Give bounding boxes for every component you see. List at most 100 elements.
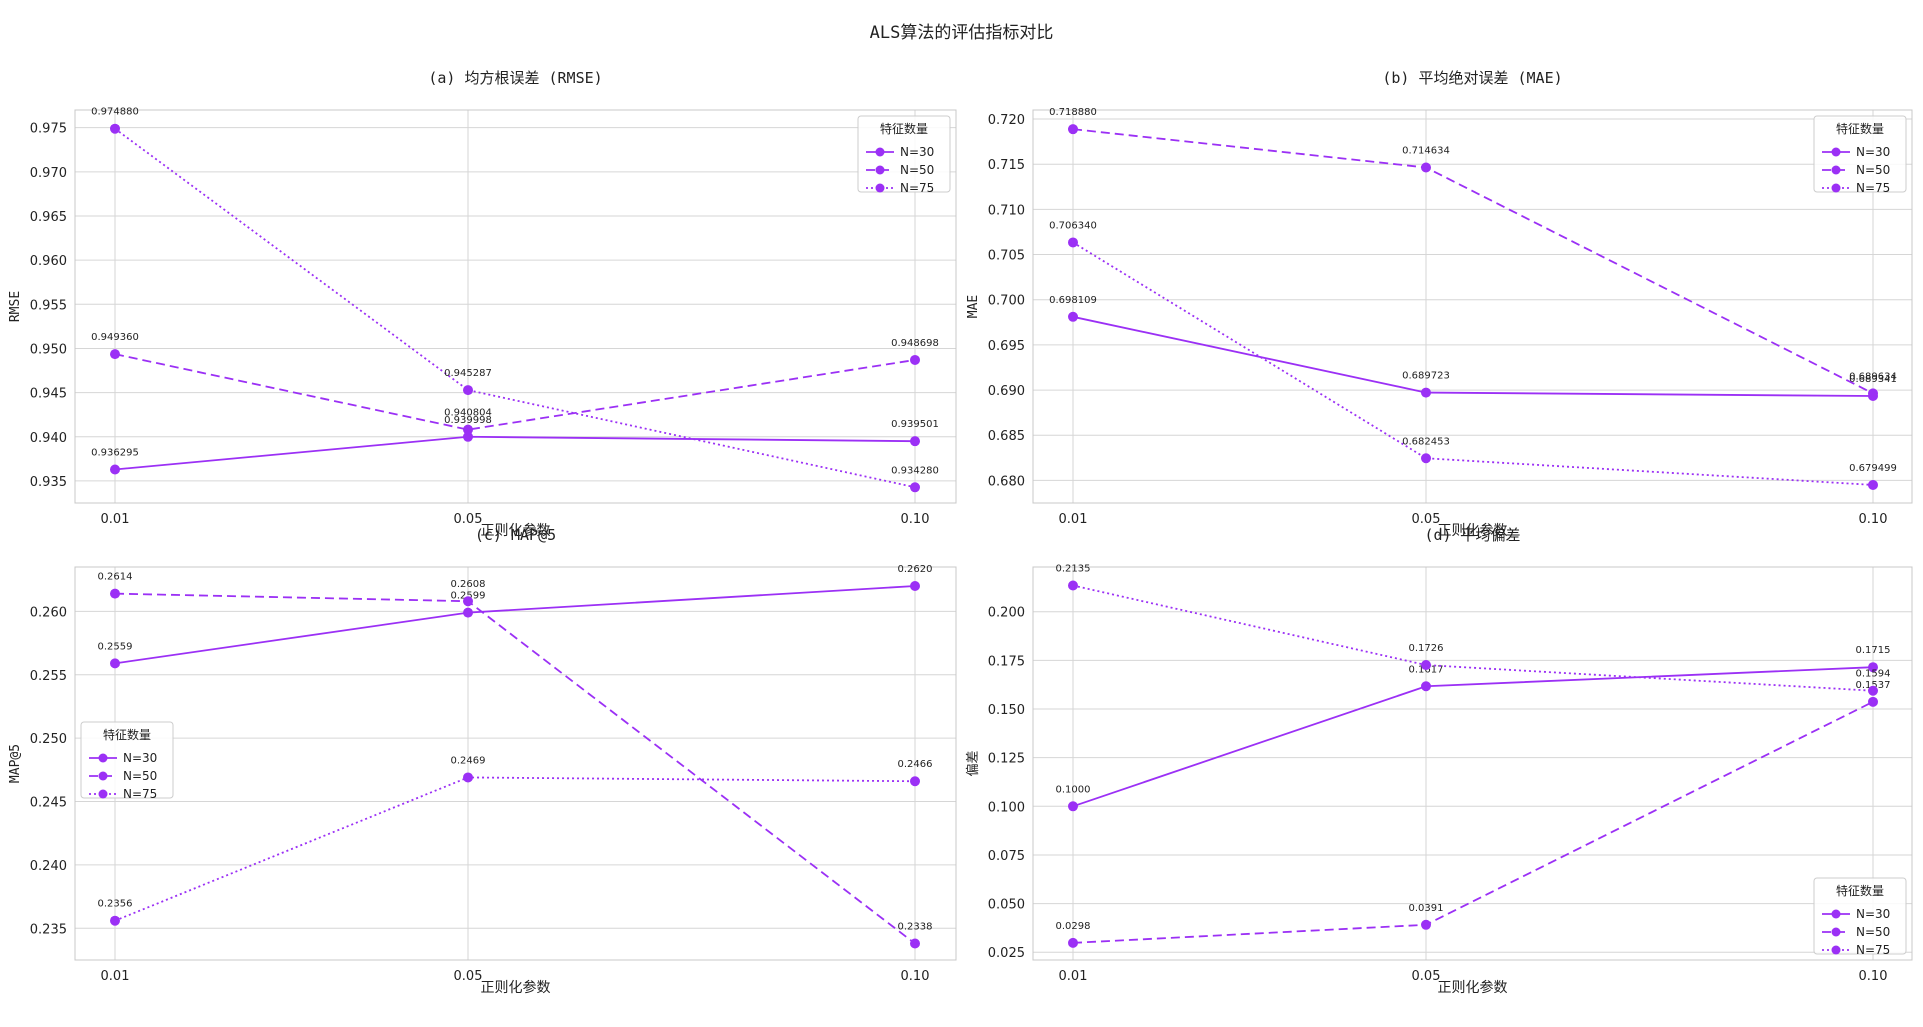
y-tick-label: 0.260: [30, 605, 67, 620]
data-label: 0.2559: [98, 641, 133, 652]
chart-panel-d: 0.025 0.050 0.075 0.100 0.125 0.150 0.175 0.200…: [966, 526, 1913, 996]
data-point: [1068, 801, 1078, 812]
legend-label: N=50: [123, 769, 157, 783]
data-point: [910, 581, 920, 592]
y-axis-label: MAE: [966, 295, 981, 318]
data-label: 0.940804: [444, 408, 492, 419]
data-label: 0.689341: [1849, 374, 1897, 385]
legend: 特征数量 N=30 N=50 N=75: [857, 115, 951, 195]
chart-panel-b: 0.680 0.685 0.690 0.695 0.700 0.705 0.710 0.715…: [966, 69, 1913, 539]
legend-marker: [98, 789, 108, 799]
legend-label: N=30: [1856, 907, 1890, 921]
y-tick-label: 0.050: [988, 898, 1025, 913]
data-label: 0.2608: [451, 579, 486, 590]
y-axis-label: RMSE: [8, 291, 23, 322]
data-point: [910, 482, 920, 493]
data-point: [463, 431, 473, 442]
figure-title: ALS算法的评估指标对比: [869, 23, 1054, 43]
data-point: [463, 596, 473, 607]
legend-marker: [1831, 909, 1841, 919]
data-point: [910, 354, 920, 365]
y-tick-label: 0.715: [988, 158, 1025, 173]
y-tick-label: 0.700: [988, 294, 1025, 309]
y-tick-label: 0.720: [988, 113, 1025, 128]
data-label: 0.1000: [1056, 784, 1091, 795]
data-point: [910, 776, 920, 787]
y-tick-label: 0.680: [988, 474, 1025, 489]
x-tick-label: 0.01: [1059, 512, 1088, 527]
legend-label: N=50: [1856, 163, 1890, 177]
x-axis-label: 正则化参数: [481, 979, 551, 996]
y-tick-label: 0.075: [988, 849, 1025, 864]
legend-marker: [1831, 147, 1841, 157]
data-point: [1421, 681, 1431, 692]
series-line-n30: [114, 435, 916, 471]
series-line-n75: [114, 127, 916, 489]
data-label: 0.1715: [1856, 645, 1891, 656]
data-label: 0.2466: [898, 759, 933, 770]
plot-frame: [74, 109, 957, 504]
legend-label: N=50: [900, 163, 934, 177]
legend-label: N=75: [1856, 181, 1890, 195]
x-tick-label: 0.10: [901, 969, 930, 984]
data-label: 0.718880: [1049, 107, 1097, 118]
data-label: 0.0298: [1056, 921, 1091, 932]
legend-marker: [1831, 183, 1841, 193]
data-label: 0.2469: [451, 755, 486, 766]
series-line-n30: [1072, 315, 1874, 397]
data-point: [1421, 162, 1431, 173]
data-point: [1868, 388, 1878, 399]
y-tick-label: 0.960: [30, 254, 67, 269]
legend-label: N=30: [1856, 145, 1890, 159]
data-label: 0.1594: [1856, 669, 1891, 680]
chart-title: (b) 平均绝对误差 (MAE): [1382, 69, 1562, 87]
chart-title: (a) 均方根误差 (RMSE): [428, 69, 602, 87]
legend-marker: [1831, 165, 1841, 175]
series-line-n50: [114, 353, 916, 431]
data-label: 0.1726: [1409, 643, 1444, 654]
y-tick-label: 0.255: [30, 669, 67, 684]
x-tick-label: 0.10: [1859, 969, 1888, 984]
data-label: 0.2338: [898, 922, 933, 933]
chart-panel-c: 0.235 0.240 0.245 0.250 0.255 0.260 0.01 0.05 0.…: [8, 526, 957, 996]
data-point: [110, 464, 120, 475]
y-tick-label: 0.235: [30, 922, 67, 937]
data-label: 0.1537: [1856, 680, 1891, 691]
y-tick-label: 0.025: [988, 946, 1025, 961]
legend-label: N=75: [1856, 943, 1890, 957]
data-label: 0.679499: [1849, 463, 1897, 474]
plot-frame: [74, 566, 957, 961]
x-tick-label: 0.05: [454, 512, 483, 527]
legend-label: N=75: [900, 181, 934, 195]
data-point: [1068, 937, 1078, 948]
y-tick-label: 0.705: [988, 249, 1025, 264]
chart-title: (d) 平均偏差: [1424, 526, 1520, 544]
legend-marker: [1831, 945, 1841, 955]
y-tick-label: 0.245: [30, 796, 67, 811]
series-line-n50: [1072, 701, 1874, 944]
data-point: [110, 588, 120, 599]
data-point: [110, 658, 120, 669]
data-label: 0.939501: [891, 419, 939, 430]
series-line-n50: [1072, 128, 1874, 395]
data-point: [1421, 660, 1431, 671]
x-tick-label: 0.10: [901, 512, 930, 527]
y-tick-label: 0.950: [30, 342, 67, 357]
x-tick-label: 0.05: [1412, 969, 1441, 984]
legend-label: N=30: [900, 145, 934, 159]
y-tick-label: 0.975: [30, 122, 67, 137]
y-tick-label: 0.955: [30, 298, 67, 313]
data-point: [463, 772, 473, 783]
legend-title: 特征数量: [103, 727, 151, 742]
data-point: [110, 349, 120, 360]
x-tick-label: 0.10: [1859, 512, 1888, 527]
data-point: [910, 938, 920, 949]
plot-frame: [1032, 566, 1913, 961]
data-label: 0.682453: [1402, 436, 1450, 447]
legend-title: 特征数量: [1836, 883, 1884, 898]
legend-marker: [875, 183, 885, 193]
data-label: 0.714634: [1402, 146, 1450, 157]
y-axis-label: MAP@5: [8, 744, 23, 783]
chart-title: (c) MAP@5: [475, 526, 556, 544]
